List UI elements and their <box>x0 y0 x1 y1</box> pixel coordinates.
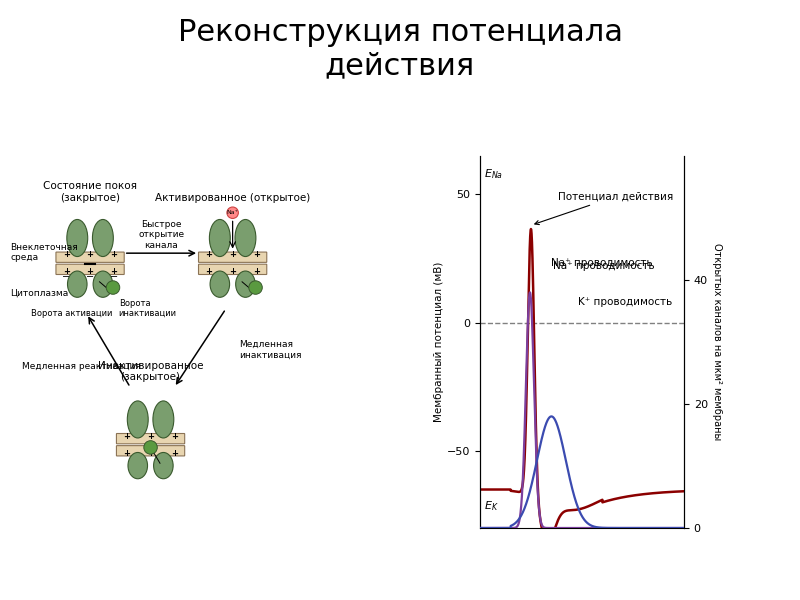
Ellipse shape <box>67 220 88 257</box>
Text: −: − <box>110 272 118 283</box>
Text: +: + <box>229 250 236 259</box>
Text: Ворота
инактивации: Ворота инактивации <box>118 299 177 318</box>
Text: +: + <box>86 267 94 276</box>
Text: +: + <box>110 250 117 259</box>
FancyBboxPatch shape <box>117 434 185 444</box>
Text: Na⁺ проводимость: Na⁺ проводимость <box>554 262 655 271</box>
Text: +: + <box>123 449 130 458</box>
Circle shape <box>144 440 158 454</box>
Ellipse shape <box>153 401 174 438</box>
Text: $E_{Na}$: $E_{Na}$ <box>484 167 503 181</box>
FancyBboxPatch shape <box>117 446 185 456</box>
Text: +: + <box>170 449 178 458</box>
Text: +: + <box>147 449 154 458</box>
Text: +: + <box>206 250 213 259</box>
Ellipse shape <box>210 220 230 257</box>
Text: +: + <box>123 432 130 441</box>
Text: K⁺ проводимость: K⁺ проводимость <box>578 297 672 307</box>
Text: Инактивированное
(закрытое): Инактивированное (закрытое) <box>98 361 203 382</box>
Text: Медленная реактивация: Медленная реактивация <box>22 362 141 371</box>
Text: Состояние покоя
(закрытое): Состояние покоя (закрытое) <box>43 181 137 203</box>
Text: Медленная
инактивация: Медленная инактивация <box>239 340 302 359</box>
Text: Внеклеточная
среда: Внеклеточная среда <box>10 243 78 262</box>
Ellipse shape <box>127 401 148 438</box>
Text: −: − <box>62 272 70 283</box>
FancyBboxPatch shape <box>56 252 124 262</box>
Text: Ворота активации: Ворота активации <box>31 309 112 318</box>
FancyBboxPatch shape <box>198 264 266 274</box>
Circle shape <box>249 281 262 294</box>
Circle shape <box>227 207 238 218</box>
Ellipse shape <box>235 220 256 257</box>
Text: +: + <box>206 267 213 276</box>
Ellipse shape <box>67 271 87 298</box>
Text: Активированное (открытое): Активированное (открытое) <box>155 193 310 203</box>
Text: +: + <box>229 267 236 276</box>
Text: Na⁺: Na⁺ <box>226 210 238 215</box>
Text: −: − <box>86 272 94 283</box>
Text: +: + <box>63 267 70 276</box>
Text: +: + <box>63 250 70 259</box>
Text: +: + <box>253 267 260 276</box>
Ellipse shape <box>210 271 230 298</box>
Text: Быстрое
открытие
канала: Быстрое открытие канала <box>138 220 185 250</box>
Ellipse shape <box>154 452 173 479</box>
Text: +: + <box>170 432 178 441</box>
Ellipse shape <box>93 220 114 257</box>
Text: Na⁺ проводимость: Na⁺ проводимость <box>551 259 653 268</box>
FancyBboxPatch shape <box>56 264 124 274</box>
Text: Цитоплазма: Цитоплазма <box>10 289 69 298</box>
Y-axis label: Мембранный потенциал (мВ): Мембранный потенциал (мВ) <box>434 262 444 422</box>
Text: +: + <box>147 432 154 441</box>
Ellipse shape <box>128 452 147 479</box>
Text: +: + <box>86 250 94 259</box>
Text: +: + <box>253 250 260 259</box>
Text: Реконструкция потенциала
действия: Реконструкция потенциала действия <box>178 18 622 80</box>
Circle shape <box>106 281 120 294</box>
Text: +: + <box>110 267 117 276</box>
Ellipse shape <box>93 271 113 298</box>
Text: $E_K$: $E_K$ <box>484 499 498 513</box>
Ellipse shape <box>236 271 255 298</box>
Y-axis label: Открытых каналов на мкм² мембраны: Открытых каналов на мкм² мембраны <box>712 244 722 440</box>
Text: Потенциал действия: Потенциал действия <box>535 191 673 224</box>
FancyBboxPatch shape <box>198 252 266 262</box>
